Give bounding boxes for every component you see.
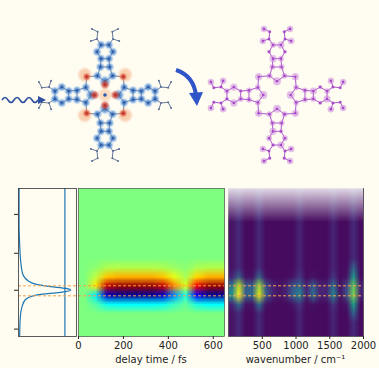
- html-text:wavenumber / cm⁻¹: wavenumber / cm⁻¹: [245, 354, 346, 365]
- svg-text:2000: 2000: [351, 340, 376, 351]
- svg-text:600: 600: [204, 340, 223, 351]
- svg-text:1000: 1000: [283, 340, 308, 351]
- svg-text:1500: 1500: [317, 340, 342, 351]
- svg-text:200: 200: [114, 340, 133, 351]
- svg-text:500: 500: [253, 340, 272, 351]
- html-text:delay time / fs: delay time / fs: [115, 354, 187, 365]
- svg-text:0: 0: [75, 340, 81, 351]
- svg-text:400: 400: [159, 340, 178, 351]
